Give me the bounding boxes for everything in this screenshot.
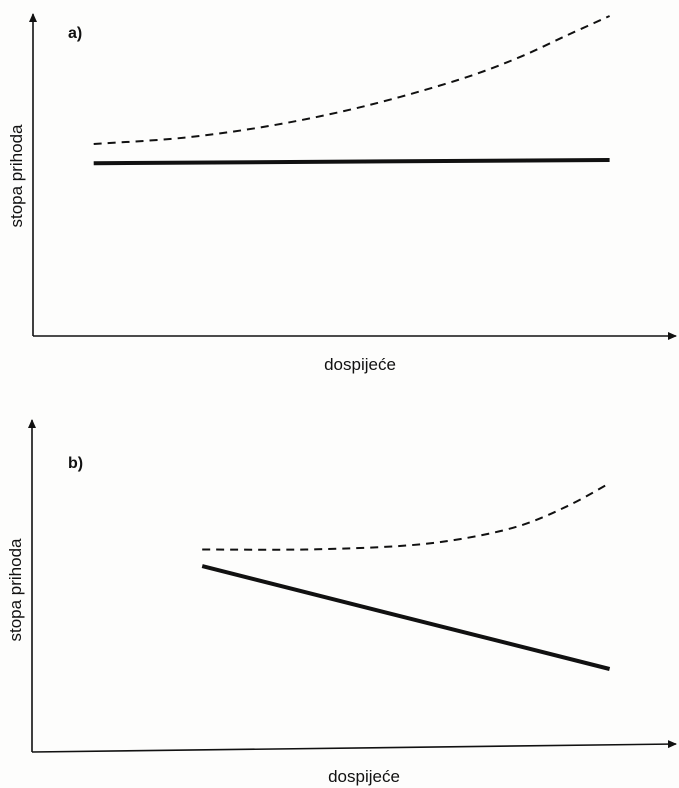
panel-b: b) stopa prihoda dospijeće [6, 419, 677, 786]
panel-a-label: a) [68, 25, 82, 42]
panel-a-x-axis-title: dospijeće [324, 355, 396, 374]
panel-b-y-axis-title: stopa prihoda [6, 538, 25, 642]
panel-a: a) stopa prihoda dospijeće [7, 13, 677, 374]
panel-b-series-dashed [202, 482, 611, 551]
panel-b-series-solid [201, 564, 611, 671]
panel-a-y-axis-title: stopa prihoda [7, 124, 26, 228]
panel-a-series-solid [93, 158, 610, 166]
panel-a-series-dashed [93, 15, 611, 145]
panel-b-x-axis [31, 740, 677, 753]
panel-b-label: b) [68, 455, 83, 472]
panel-b-x-axis-title: dospijeće [328, 767, 400, 786]
